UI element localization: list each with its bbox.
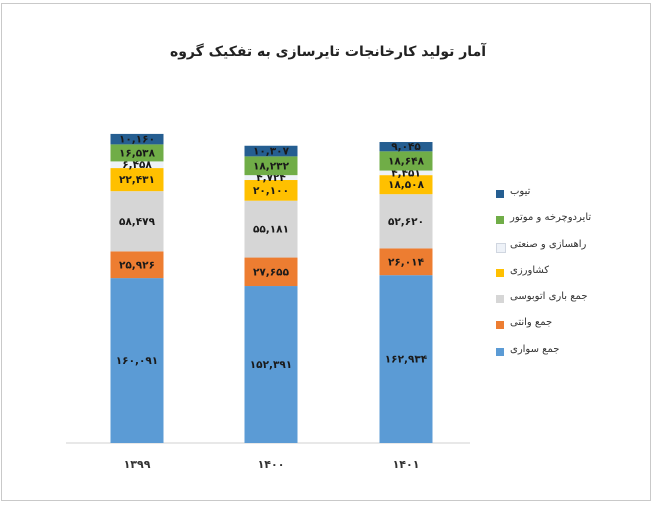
- bar-segment: [379, 142, 433, 152]
- data-label: ۱۶,۵۳۸: [119, 147, 156, 159]
- x-tick-label: ۱۴۰۰: [258, 458, 285, 471]
- bar-segment: [110, 191, 164, 252]
- data-label: ۲۵,۹۲۶: [119, 259, 155, 271]
- bar-segment: [379, 275, 433, 443]
- data-label: ۵۲,۶۲۰: [388, 216, 424, 228]
- bar-segment: [379, 170, 433, 176]
- legend-swatch: [496, 190, 504, 198]
- legend-swatch: [496, 347, 504, 356]
- bar-segment: [244, 200, 298, 258]
- data-label: ۵۵,۱۸۱: [253, 224, 289, 236]
- data-label: ۲۶,۰۱۴: [388, 256, 425, 268]
- chart-frame: [1, 3, 651, 501]
- data-label: ۱۸,۶۴۸: [388, 155, 425, 167]
- legend-item: تایردوچرخه و موتور: [496, 212, 596, 238]
- bar-segment: [110, 168, 164, 192]
- bar-segment: [244, 286, 298, 443]
- legend-swatch: [496, 321, 504, 330]
- legend-label: تیوب: [510, 186, 531, 197]
- data-label: ۲۷,۶۵۵: [253, 266, 290, 278]
- bar-segment: [244, 257, 298, 287]
- bar-segment: [244, 175, 298, 181]
- data-label: ۲۲,۴۳۱: [119, 174, 155, 186]
- data-label: ۱۸,۲۳۲: [253, 160, 290, 172]
- legend-item: جمع وانتی: [496, 317, 596, 343]
- legend-swatch: [496, 268, 504, 277]
- data-label: ۱۵۲,۳۹۱: [250, 359, 292, 371]
- data-label: ۱۰,۱۶۰: [119, 134, 155, 146]
- legend-item: جمع باری اتوبوسی: [496, 291, 596, 317]
- x-tick-label: ۱۴۰۱: [393, 458, 420, 471]
- data-label: ۶,۴۵۸: [122, 159, 152, 171]
- legend-label: تایردوچرخه و موتور: [510, 212, 592, 224]
- legend-item: راهسازی و صنعتی: [496, 239, 596, 265]
- legend-item: تیوب: [496, 186, 596, 212]
- legend-label: راهسازی و صنعتی: [510, 238, 587, 250]
- chart-legend: تیوب تایردوچرخه و موتور راهسازی و صنعتی کشا…: [496, 186, 596, 370]
- data-label: ۱۰,۳۰۷: [253, 146, 290, 158]
- legend-item: کشاورزی: [496, 265, 596, 291]
- data-label: ۱۶۰,۰۹۱: [116, 355, 158, 367]
- bar-segment: [110, 161, 164, 169]
- bar-segment: [379, 175, 433, 195]
- legend-swatch: [496, 216, 504, 225]
- bar-segment: [244, 180, 298, 201]
- data-label: ۱۶۲,۹۳۴: [385, 354, 428, 366]
- chart-title: آمار تولید کارخانجات تایرسازی به تفکیک گ…: [169, 44, 487, 60]
- legend-swatch: [496, 295, 504, 304]
- legend-swatch: [496, 242, 506, 253]
- legend-label: کشاورزی: [510, 264, 550, 276]
- data-label: ۹,۰۴۵: [391, 141, 421, 153]
- legend-item: جمع سواری: [496, 344, 596, 370]
- bar-segment: [379, 151, 433, 171]
- bar-segment: [379, 248, 433, 276]
- data-label: ۱۸,۵۰۸: [388, 179, 425, 191]
- legend-label: جمع وانتی: [510, 317, 553, 329]
- legend-label: جمع سواری: [510, 343, 560, 355]
- bar-segment: [110, 278, 164, 443]
- bar-segment: [379, 194, 433, 249]
- data-label: ۲۰,۱۰۰: [253, 185, 289, 197]
- bar-segment: [244, 156, 298, 176]
- bar-segment: [110, 144, 164, 162]
- data-label: ۵۸,۴۷۹: [119, 216, 156, 228]
- bar-segment: [110, 133, 164, 145]
- bar-segment: [244, 145, 298, 157]
- bar-segment: [110, 251, 164, 279]
- legend-label: جمع باری اتوبوسی: [510, 291, 588, 303]
- x-tick-label: ۱۳۹۹: [124, 458, 151, 471]
